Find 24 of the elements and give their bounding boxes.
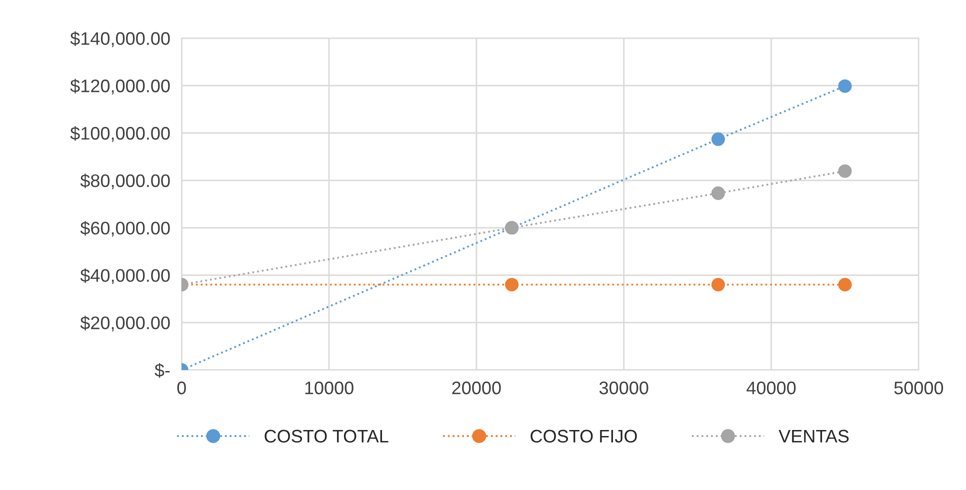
legend-label: VENTAS [778, 430, 849, 443]
x-tick-label: 20000 [452, 382, 501, 394]
legend-label: COSTO TOTAL [264, 430, 388, 443]
y-tick-label: $100,000.00 [70, 126, 170, 142]
legend-label: COSTO FIJO [530, 430, 637, 443]
point [838, 278, 852, 292]
point [711, 278, 725, 292]
x-tick-label: 30000 [599, 382, 648, 394]
y-tick-label: $40,000.00 [80, 268, 170, 284]
point [838, 79, 852, 93]
point [505, 278, 519, 292]
y-tick-label: $140,000.00 [70, 31, 170, 48]
y-tick-label: $80,000.00 [80, 174, 170, 190]
y-tick-label: $- [154, 363, 170, 378]
point [838, 164, 852, 178]
y-tick-label: $120,000.00 [70, 78, 170, 94]
x-tick-label: 40000 [746, 382, 796, 394]
x-tick-label: 50000 [894, 382, 944, 394]
point [711, 186, 725, 200]
y-tick-label: $60,000.00 [80, 220, 170, 237]
y-tick-label: $20,000.00 [80, 316, 170, 332]
x-tick-label: 0 [177, 382, 186, 394]
point [711, 132, 725, 146]
x-tick-label: 10000 [305, 382, 354, 394]
